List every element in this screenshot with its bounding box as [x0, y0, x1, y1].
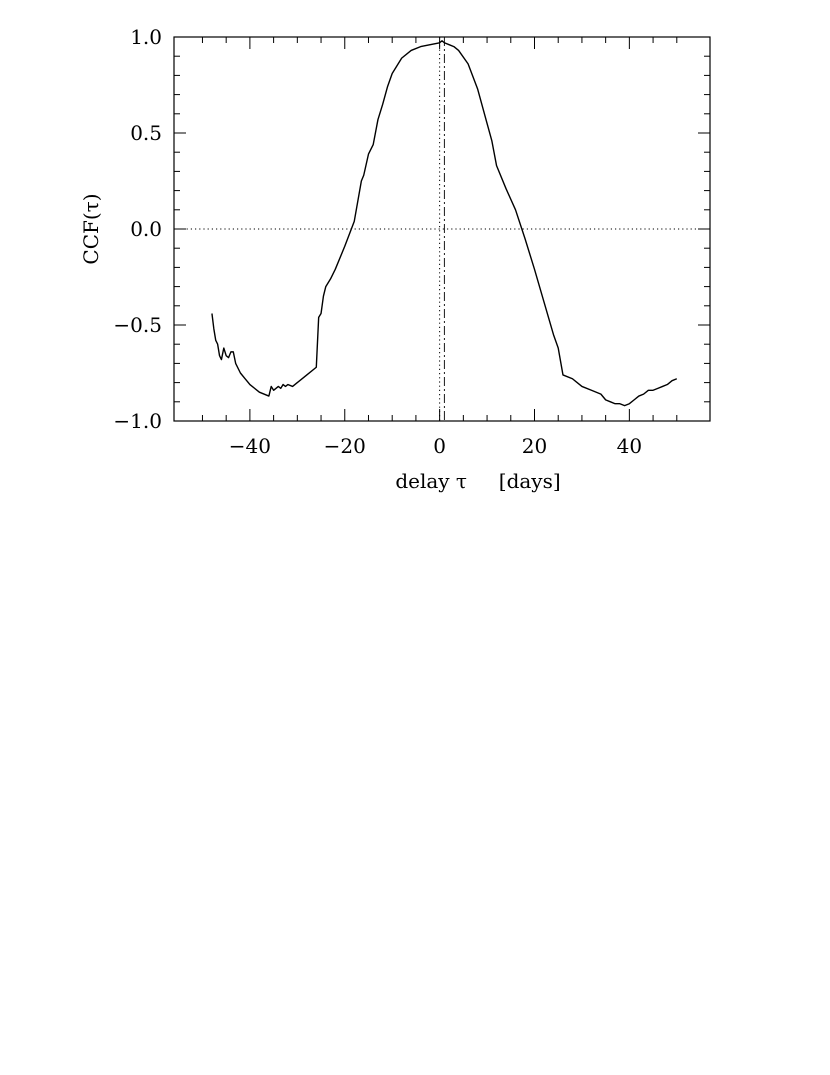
- x-tick-label: −40: [229, 434, 271, 458]
- x-tick-label: 20: [522, 434, 547, 458]
- y-tick-label: 1.0: [130, 25, 162, 49]
- x-tick-label: 40: [617, 434, 642, 458]
- y-tick-label: −1.0: [113, 409, 162, 433]
- plot-frame: [173, 36, 711, 422]
- y-axis-label: CCF(τ): [79, 193, 103, 264]
- reference-lines: [174, 37, 710, 421]
- x-tick-label: −20: [324, 434, 366, 458]
- series-group: [211, 40, 678, 407]
- y-tick-label: 0.5: [130, 121, 162, 145]
- series-line-0: [211, 40, 678, 407]
- tick-labels: −40 −20 0 20 40 −1.0 −0.5 0.0 0.5 1.0: [113, 25, 642, 458]
- x-tick-label: 0: [433, 434, 446, 458]
- x-axis-label: delay τ [days]: [395, 469, 560, 493]
- y-tick-label: −0.5: [113, 313, 162, 337]
- y-tick-label: 0.0: [130, 217, 162, 241]
